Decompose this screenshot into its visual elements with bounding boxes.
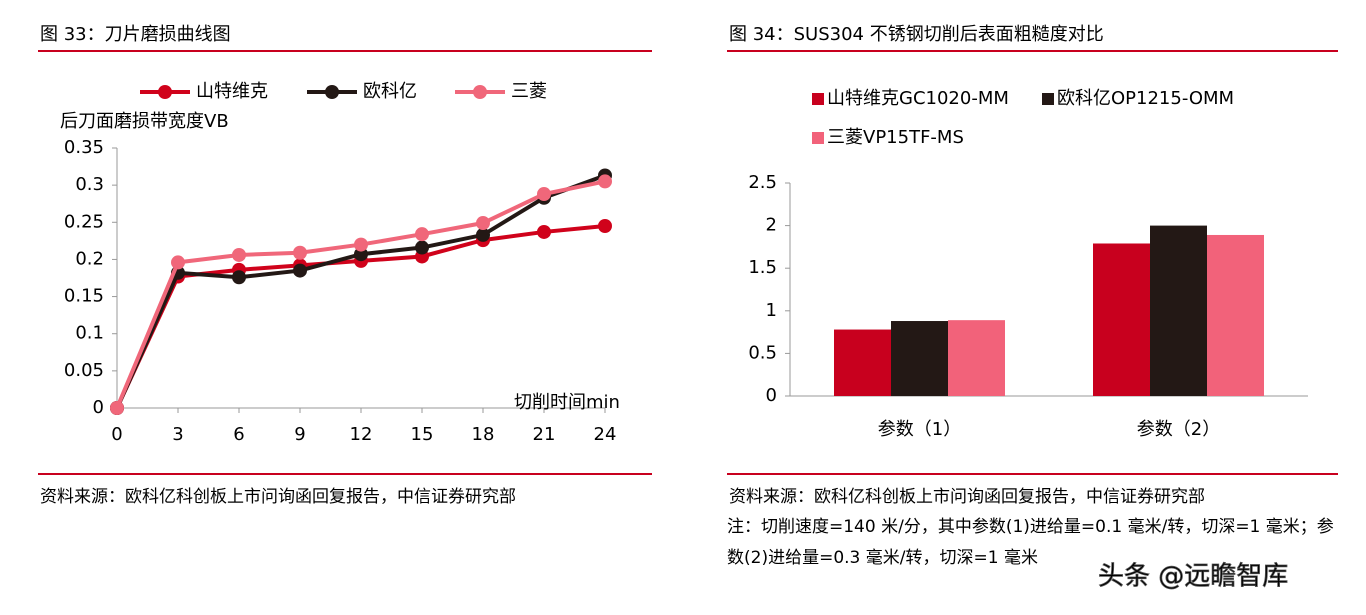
y-tick-label: 0.25 (64, 211, 104, 232)
point (171, 255, 185, 270)
chart-title: 图 34：SUS304 不锈钢切削后表面粗糙度对比 (729, 24, 1104, 45)
y-tick-label: 0 (766, 385, 777, 406)
note: 注：切削速度=140 米/分，其中参数(1)进给量=0.1 毫米/转，切深=1 … (727, 517, 1334, 568)
point (415, 240, 429, 255)
legend-label: 欧科亿 (363, 81, 417, 102)
y-tick-label: 0 (93, 397, 104, 418)
series-line (115, 179, 606, 409)
y-tick-label: 0.1 (75, 323, 104, 344)
x-tick-label: 参数（2） (1137, 419, 1220, 440)
legend-label: 山特维克GC1020-MM (827, 88, 1009, 109)
point (537, 187, 551, 202)
y-tick-label: 2.5 (748, 172, 777, 193)
y-tick-label: 1 (766, 300, 777, 321)
x-tick-label: 18 (472, 424, 495, 445)
y-tick-label: 0.5 (748, 342, 777, 363)
point (354, 247, 368, 262)
legend-marker (158, 85, 172, 99)
x-tick-label: 12 (350, 424, 373, 445)
source: 资料来源：欧科亿科创板上市问询函回复报告，中信证券研究部 (729, 487, 1205, 507)
x-tick-label: 24 (594, 424, 617, 445)
bar (1093, 243, 1150, 396)
point (232, 270, 246, 285)
point (110, 401, 124, 415)
legend-marker (325, 85, 339, 99)
point (415, 227, 429, 242)
x-tick-label: 9 (294, 424, 305, 445)
x-tick-label: 0 (111, 424, 122, 445)
legend-marker (473, 85, 487, 99)
y-tick-label: 2 (766, 215, 777, 236)
legend-label: 山特维克 (196, 81, 268, 102)
y-axis-label: 后刀面磨损带宽度VB (60, 111, 229, 132)
x-tick-label: 3 (172, 424, 183, 445)
legend-label: 欧科亿OP1215-OMM (1057, 88, 1234, 109)
y-tick-label: 1.5 (748, 257, 777, 278)
point (537, 224, 551, 239)
y-tick-label: 0.35 (64, 137, 104, 158)
x-tick-label: 21 (533, 424, 556, 445)
point (598, 219, 612, 233)
point (476, 227, 490, 242)
point (476, 216, 490, 231)
bar (948, 320, 1005, 396)
point (354, 237, 368, 252)
y-tick-label: 0.3 (75, 174, 104, 195)
bar (891, 321, 948, 396)
point (598, 174, 612, 189)
source: 资料来源：欧科亿科创板上市问询函回复报告，中信证券研究部 (40, 487, 516, 507)
y-tick-label: 0.05 (64, 360, 104, 381)
bar (1150, 225, 1207, 396)
legend-label: 三菱 (511, 81, 547, 102)
point (293, 263, 307, 278)
series-line (115, 173, 606, 409)
x-tick-label: 6 (233, 424, 244, 445)
legend-swatch (1042, 93, 1054, 105)
legend-swatch (812, 132, 824, 144)
x-tick-label: 15 (411, 424, 434, 445)
bar (834, 329, 891, 396)
point (293, 245, 307, 260)
x-tick-label: 参数（1） (878, 419, 961, 440)
legend-swatch (812, 93, 824, 105)
watermark: 头条 @远瞻智库 (1098, 562, 1288, 592)
y-tick-label: 0.2 (75, 248, 104, 269)
point (232, 247, 246, 262)
legend-label: 三菱VP15TF-MS (827, 127, 964, 148)
bar (1207, 234, 1264, 396)
x-axis-label: 切削时间min (514, 392, 620, 413)
y-tick-label: 0.15 (64, 286, 104, 307)
chart-title: 图 33：刀片磨损曲线图 (40, 24, 231, 45)
